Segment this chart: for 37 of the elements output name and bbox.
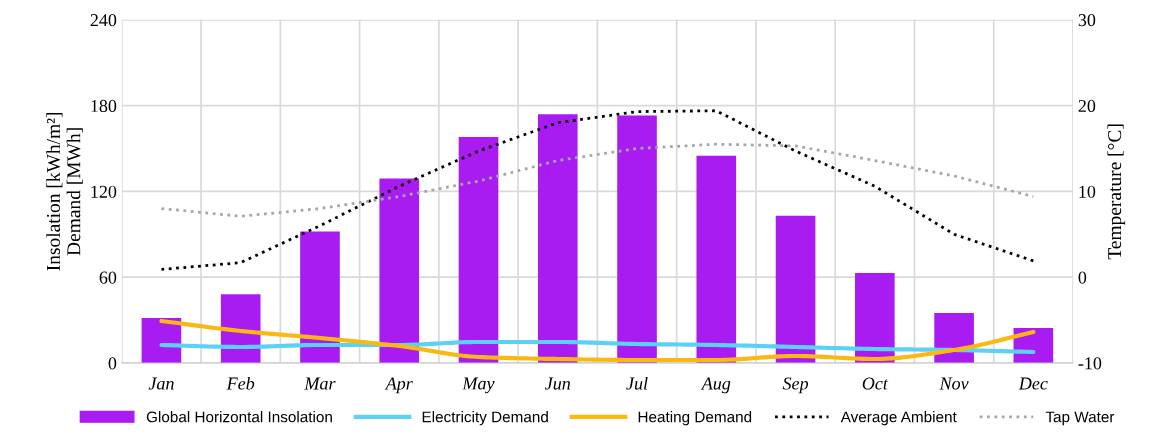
y2-axis-title: Temperature [°C] — [1107, 124, 1126, 260]
x-tick-label: Mar — [304, 377, 336, 390]
x-tick-label: Aug — [700, 377, 731, 394]
legend-label: Global Horizontal Insolation — [146, 411, 332, 423]
y2-tick-label: 10 — [1079, 185, 1096, 198]
bar — [379, 178, 420, 363]
x-tick-label: Oct — [862, 377, 889, 390]
x-tick-label: Jan — [148, 377, 174, 390]
y-tick-label: 180 — [91, 99, 117, 113]
legend-label: Electricity Demand — [422, 411, 548, 426]
bar — [775, 215, 816, 363]
bar — [300, 231, 340, 363]
x-tick-label: Nov — [939, 377, 969, 390]
y2-tick-label: -10 — [1078, 357, 1102, 370]
bar — [458, 137, 499, 363]
x-tick-label: Sep — [782, 377, 809, 394]
y2-tick-label: 30 — [1078, 14, 1096, 27]
x-tick-label: Dec — [1018, 377, 1048, 390]
x-tick-label: Jun — [545, 377, 571, 390]
y-tick-label: 240 — [90, 14, 117, 27]
y-tick-label: 0 — [108, 357, 117, 370]
legend-label: Average Ambient — [840, 411, 957, 426]
legend-label: Heating Demand — [638, 411, 752, 426]
bar — [537, 114, 578, 363]
x-tick-label: Feb — [226, 376, 255, 390]
x-tick-label: Apr — [384, 377, 413, 394]
y-tick-label: 120 — [91, 185, 117, 198]
x-tick-label: Jul — [626, 376, 648, 390]
y-tick-label: 60 — [99, 271, 117, 284]
line-series — [160, 142, 1035, 218]
x-tick-label: May — [462, 377, 495, 394]
legend-label: Tap Water — [1045, 411, 1115, 426]
bar — [696, 155, 737, 363]
y2-tick-label: 20 — [1078, 99, 1096, 113]
y2-tick-label: 0 — [1078, 271, 1087, 284]
line-series — [160, 109, 1035, 271]
y-axis-title: Insolation [kWh/m²] Demand [MWh] — [46, 112, 83, 271]
